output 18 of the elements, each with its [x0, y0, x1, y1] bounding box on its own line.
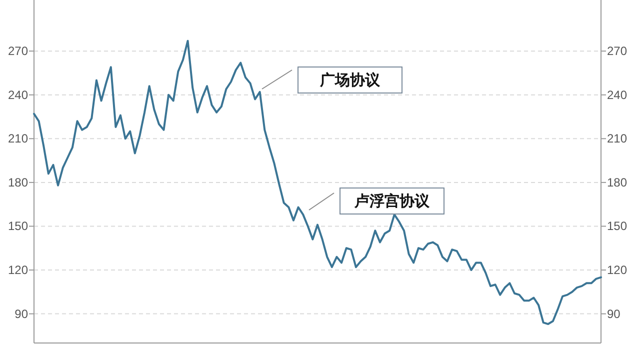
- y-tick-label: 240: [8, 88, 28, 102]
- y-tick-label: 180: [8, 175, 28, 190]
- annotation: 卢浮宫协议: [308, 188, 444, 214]
- y-tick-label: 270: [8, 44, 28, 58]
- y-tick-label: 210: [8, 132, 28, 146]
- y-tick-label: 90: [14, 306, 28, 321]
- y-tick-label: 120: [8, 263, 28, 278]
- y2-tick-label: 120: [607, 263, 628, 278]
- y2-tick-label: 150: [607, 219, 628, 234]
- y2-tick-label: 240: [607, 88, 628, 102]
- y2-tick-label: 270: [607, 44, 628, 58]
- y2-tick-label: 180: [607, 175, 628, 190]
- annotation: 广场协议: [319, 71, 381, 89]
- annotation: 卢浮宫协议: [354, 192, 430, 210]
- annotation: 广场协议: [262, 66, 402, 94]
- y2-tick-label: 210: [607, 132, 628, 146]
- y2-tick-label: 90: [607, 306, 621, 321]
- y-tick-label: 150: [8, 219, 28, 234]
